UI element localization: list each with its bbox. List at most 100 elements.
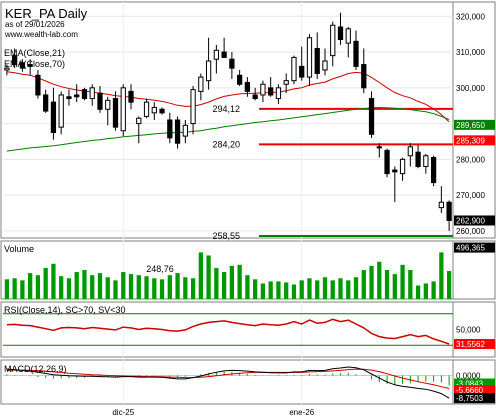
candle-body: [299, 65, 305, 78]
macd-badge-macd_hist-box: [454, 378, 495, 389]
candle-body: [291, 56, 297, 82]
volume-bar: [315, 280, 320, 299]
price-badge-ema70: 289,650: [454, 119, 495, 130]
candle-body: [353, 40, 359, 67]
volume-bar: [260, 283, 266, 299]
candle-body: [58, 94, 64, 128]
volume-bar: [144, 276, 149, 299]
candle-body: [345, 28, 351, 44]
candle: [50, 87, 57, 140]
candle-body: [368, 98, 375, 135]
rsi-line: [6, 318, 450, 345]
volume-bar: [221, 272, 227, 299]
price-tick-label: 280,000: [456, 155, 485, 164]
volume-bars: 248,76: [4, 252, 452, 299]
candle-body: [438, 201, 444, 209]
date-tick-label: dic-25: [112, 408, 134, 417]
candle: [376, 143, 382, 158]
volume-bar: [276, 281, 281, 299]
candle: [299, 46, 305, 81]
candle-body: [392, 169, 398, 173]
volume-bar: [330, 280, 335, 299]
candle-body: [407, 146, 413, 157]
volume-bar: [121, 272, 126, 299]
volume-bar: [338, 278, 343, 299]
candle: [306, 34, 313, 87]
candle-body: [415, 151, 421, 167]
ema70-label: EMA(Close,70): [4, 59, 65, 69]
volume-bar: [291, 284, 297, 299]
candle-body: [244, 81, 251, 92]
candle: [58, 91, 64, 135]
volume-bar: [51, 263, 56, 299]
volume-bar: [415, 285, 421, 299]
volume-bar: [35, 275, 41, 299]
candle: [89, 84, 95, 106]
volume-bar: [446, 271, 452, 299]
candle: [322, 48, 328, 76]
macd-title: MACD(12,26,9): [4, 364, 67, 374]
candle: [407, 143, 413, 167]
volume-bar: [97, 273, 103, 299]
volume-bar: [43, 267, 48, 299]
candle: [136, 116, 142, 144]
volume-bar: [400, 264, 405, 299]
volume-badge-box: [454, 242, 495, 253]
volume-bar: [423, 283, 428, 299]
site-label: www.wealth-lab.com: [4, 30, 78, 39]
candle-body: [361, 64, 367, 89]
candle: [167, 112, 173, 144]
candle-body: [229, 58, 235, 69]
volume-bar: [12, 278, 17, 299]
candle-body: [143, 101, 150, 117]
volume-bar: [74, 272, 79, 299]
candle: [182, 120, 188, 144]
macd-badge-macd_hist: -3,0843: [454, 378, 495, 389]
volume-average-label: 248,76: [146, 264, 174, 274]
price-tick-label: 310,000: [456, 48, 485, 57]
volume-bar: [322, 277, 328, 299]
candle-body: [283, 80, 289, 85]
candle-body: [35, 74, 41, 96]
rsi-badge: 31,5562: [454, 338, 495, 349]
candle: [143, 98, 150, 119]
candle-body: [260, 83, 266, 96]
volume-bar: [361, 270, 366, 299]
volume-bar: [431, 281, 436, 299]
price-badge-close: 262,900: [454, 215, 495, 226]
level-label: 258,55: [212, 231, 240, 241]
candle: [430, 155, 437, 187]
volume-badge: 496,365: [454, 242, 495, 253]
macd-badge-macd-text: -8,7503: [456, 394, 484, 403]
candle-body: [423, 155, 429, 167]
volume-bar: [152, 278, 157, 299]
candle: [384, 148, 390, 178]
candle: [12, 48, 18, 69]
macd-badge-macd: -8,7503: [454, 393, 495, 404]
candle-body: [159, 108, 165, 114]
candle-body: [221, 51, 227, 58]
volume-bar: [284, 282, 289, 299]
volume-bar: [136, 275, 141, 299]
volume-bar: [20, 280, 25, 299]
macd-tick-label: 0,0000: [456, 372, 481, 381]
candle: [252, 87, 258, 101]
candle-body: [4, 67, 10, 71]
price-badge-ema21: 285,309: [454, 135, 495, 146]
candle-body: [43, 94, 49, 112]
candle-body: [376, 146, 382, 149]
candle: [399, 157, 406, 181]
volume-bar: [268, 281, 273, 299]
candle: [159, 107, 165, 115]
candle: [19, 59, 26, 72]
volume-bar: [353, 277, 359, 299]
volume-bar: [307, 278, 312, 299]
candle-body: [66, 96, 72, 100]
volume-bar: [90, 275, 95, 299]
date-tick-label: ene-26: [289, 408, 314, 417]
volume-bar: [346, 280, 351, 299]
candle: [268, 77, 274, 97]
macd-badge-macd_hist-text: -3,0843: [456, 380, 484, 389]
candle: [4, 64, 10, 76]
volume-bar: [82, 270, 87, 299]
